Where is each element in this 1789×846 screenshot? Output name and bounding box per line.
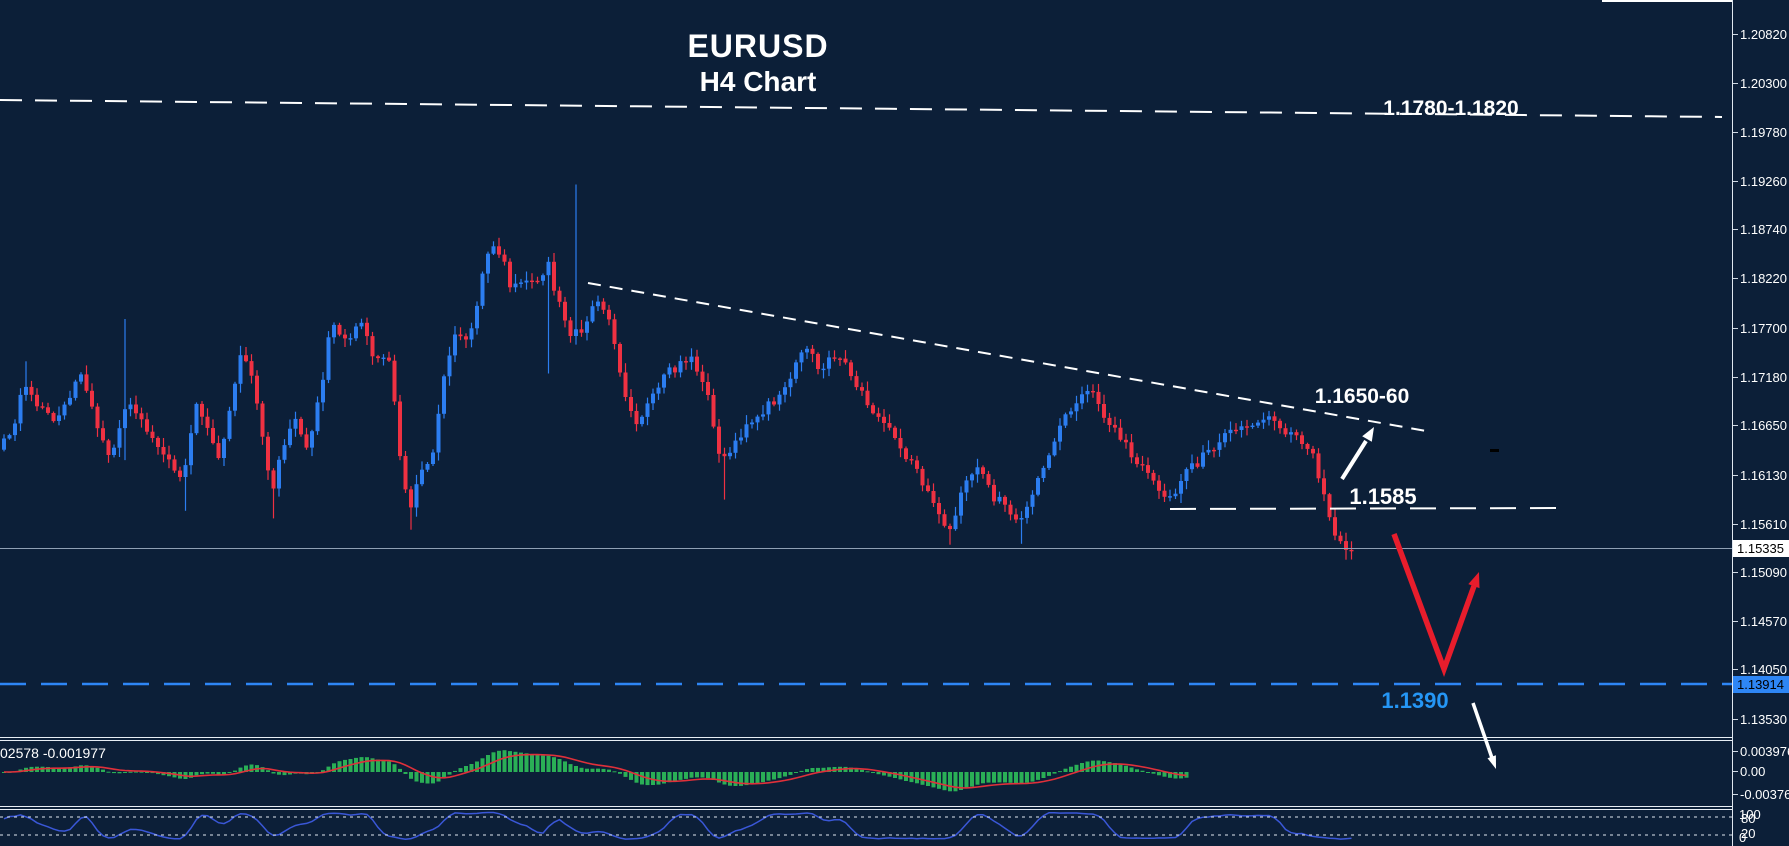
price-tick-label: 1.17180 bbox=[1733, 370, 1787, 385]
small-dash-mark bbox=[1490, 449, 1499, 452]
price-tick-label: 1.19780 bbox=[1733, 125, 1787, 140]
macd-signal-line bbox=[4, 753, 1187, 789]
stoch-tick-label: 80 bbox=[1741, 811, 1756, 826]
price-tick-label: 1.18220 bbox=[1733, 271, 1787, 286]
price-tick-label: 1.16130 bbox=[1733, 468, 1787, 483]
price-tick-label: 1.14570 bbox=[1733, 614, 1787, 629]
macd-tick-label: 0.00 bbox=[1732, 764, 1766, 779]
descending-trendline[interactable] bbox=[587, 282, 1433, 433]
red-projection-arrow[interactable] bbox=[1391, 533, 1480, 678]
macd-tick-label: -0.003764 bbox=[1733, 788, 1789, 802]
trendline-target-label: 1.1650-60 bbox=[1314, 385, 1410, 408]
price-tick-label: 1.15090 bbox=[1733, 565, 1787, 580]
up-arrow-annotation[interactable] bbox=[1340, 427, 1374, 481]
price-tick-label: 1.18740 bbox=[1733, 222, 1787, 237]
candlestick-series bbox=[2, 184, 1354, 560]
price-tick-label: 1.20820 bbox=[1733, 27, 1787, 42]
price-tick-label: 1.17700 bbox=[1733, 321, 1787, 336]
macd-tick-label: 0.003976 bbox=[1732, 745, 1789, 759]
stochastic-line bbox=[3, 811, 1352, 840]
stoch-tick-label: 100 bbox=[1739, 807, 1761, 822]
chart-shift-marker bbox=[1602, 0, 1732, 2]
downside-target-label: 1.1390 bbox=[1381, 688, 1449, 713]
price-tick-label: 1.15610 bbox=[1733, 517, 1787, 532]
price-tick-label: 1.19260 bbox=[1733, 174, 1787, 189]
resistance-zone-label: 1.1780-1.1820 bbox=[1383, 97, 1519, 120]
macd-values-label: 02578 -0.001977 bbox=[0, 745, 106, 761]
price-tick-label: 1.14050 bbox=[1733, 662, 1787, 677]
current-price-tag: 1.15335 bbox=[1733, 540, 1789, 557]
price-tick-label: 1.20300 bbox=[1733, 76, 1787, 91]
price-tick-label: 1.13530 bbox=[1733, 712, 1787, 727]
macd-histogram bbox=[2, 750, 1189, 792]
chart-title-timeframe: H4 Chart bbox=[699, 66, 817, 97]
target-price-tag: 1.13914 bbox=[1733, 676, 1789, 693]
price-tick-label: 1.16650 bbox=[1733, 418, 1787, 433]
down-arrow-annotation[interactable] bbox=[1471, 702, 1496, 769]
stoch-tick-label: 20 bbox=[1741, 826, 1756, 841]
chart-title-symbol: EURUSD bbox=[687, 28, 829, 64]
broken-support-line[interactable] bbox=[1169, 507, 1566, 510]
broken-support-label: 1.1585 bbox=[1349, 484, 1417, 509]
stoch-tick-label: 0 bbox=[1739, 830, 1747, 845]
resistance-zone-line[interactable] bbox=[0, 99, 1723, 118]
